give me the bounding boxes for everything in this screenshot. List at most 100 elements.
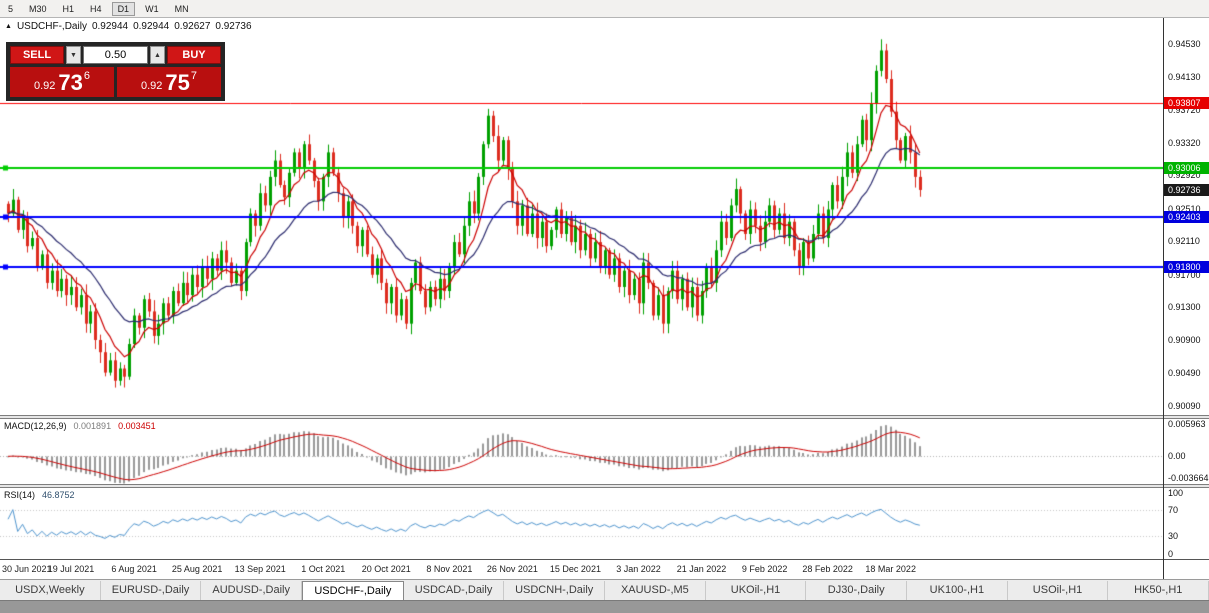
price-tag: 0.91800 xyxy=(1164,260,1209,273)
macd-tick-label: 0.005963 xyxy=(1168,419,1206,429)
date-label: 25 Aug 2021 xyxy=(171,564,223,574)
rsi-panel: RSI(14) 46.8752 xyxy=(0,488,1163,559)
date-axis[interactable]: 30 Jun 2021 19 Jul 2021 6 Aug 2021 25 Aug 2… xyxy=(0,559,1163,579)
macd-tick-label: -0.003664 xyxy=(1168,473,1209,484)
trade-prices-row: 0.92 73 6 0.92 75 7 xyxy=(10,67,221,97)
date-label: 9 Feb 2022 xyxy=(741,564,788,574)
price-tag: 0.93006 xyxy=(1164,162,1209,175)
sell-price-big: 73 xyxy=(58,70,83,95)
tab-xauusd-m5[interactable]: XAUUSD-,M5 xyxy=(605,581,706,600)
ohlc-high: 0.92944 xyxy=(133,21,170,32)
price-tag: 0.92736 xyxy=(1164,184,1209,197)
date-label: 15 Dec 2021 xyxy=(549,564,601,574)
ohlc-close: 0.92736 xyxy=(215,21,252,32)
sell-button[interactable]: SELL xyxy=(10,46,64,64)
price-tick-label: 0.90490 xyxy=(1168,368,1201,379)
rsi-tick-label: 70 xyxy=(1168,504,1179,515)
ohlc-low: 0.92627 xyxy=(174,21,211,32)
date-label: 28 Feb 2022 xyxy=(802,564,853,574)
rsi-tick-label: 0 xyxy=(1168,549,1174,559)
timeframe-button-5[interactable]: 5 xyxy=(8,3,14,14)
chart-workspace: ▲ USDCHF-,Daily 0.92944 0.92944 0.92627 … xyxy=(0,18,1209,579)
macd-tick-label: 0.00 xyxy=(1168,451,1186,462)
date-label: 18 Mar 2022 xyxy=(865,564,916,574)
tab-usdx-weekly[interactable]: USDX,Weekly xyxy=(0,581,101,600)
macd-value-signal: 0.003451 xyxy=(118,421,156,431)
timeframe-button-m30[interactable]: M30 xyxy=(29,3,47,14)
chart-title: ▲ USDCHF-,Daily 0.92944 0.92944 0.92627 … xyxy=(5,21,252,32)
price-axis[interactable]: 0.94530 0.94130 0.93720 0.93320 0.92920 0.925… xyxy=(1163,18,1209,579)
axis-splitter xyxy=(1164,415,1209,419)
price-axis-main: 0.94530 0.94130 0.93720 0.93320 0.92920 0.925… xyxy=(1164,18,1209,415)
price-tick-label: 0.91700 xyxy=(1168,269,1201,280)
rsi-tick-label: 100 xyxy=(1168,488,1184,498)
tab-usoil-h1[interactable]: USOil-,H1 xyxy=(1008,581,1109,600)
date-label: 13 Sep 2021 xyxy=(234,564,286,574)
date-label: 19 Jul 2021 xyxy=(47,564,95,574)
panel-splitter[interactable] xyxy=(0,415,1163,419)
price-tag: 0.92403 xyxy=(1164,211,1209,224)
buy-price-pip: 7 xyxy=(190,70,198,82)
axis-splitter xyxy=(1164,484,1209,488)
macd-value-main: 0.001891 xyxy=(73,421,112,431)
tab-ukoil-h1[interactable]: UKOil-,H1 xyxy=(706,581,807,600)
timeframe-button-d1[interactable]: D1 xyxy=(111,1,136,16)
collapse-arrow-icon[interactable]: ▲ xyxy=(5,22,12,30)
buy-price-big: 75 xyxy=(165,70,190,95)
price-tag: 0.93807 xyxy=(1164,96,1209,109)
status-bar xyxy=(0,600,1209,613)
rsi-tick-label: 30 xyxy=(1168,530,1179,541)
date-label: 26 Nov 2021 xyxy=(486,564,538,574)
tab-hk50-h1[interactable]: HK50-,H1 xyxy=(1108,581,1209,600)
date-label: 21 Jan 2022 xyxy=(676,564,727,574)
tab-usdcad-daily[interactable]: USDCAD-,Daily xyxy=(404,581,505,600)
trade-controls-row: SELL ▼ ▲ BUY xyxy=(10,46,221,64)
timeframe-button-mn[interactable]: MN xyxy=(174,3,189,14)
price-tick-label: 0.90900 xyxy=(1168,334,1201,345)
price-tick-label: 0.93320 xyxy=(1168,137,1201,148)
date-label: 3 Jan 2022 xyxy=(616,564,661,574)
tab-eurusd-daily[interactable]: EURUSD-,Daily xyxy=(101,581,202,600)
tab-usdchf-daily[interactable]: USDCHF-,Daily xyxy=(302,581,404,600)
timeframe-button-h1[interactable]: H1 xyxy=(62,3,75,14)
charts-column: ▲ USDCHF-,Daily 0.92944 0.92944 0.92627 … xyxy=(0,18,1163,579)
rsi-label: RSI(14) 46.8752 xyxy=(4,490,75,500)
rsi-name: RSI(14) xyxy=(4,490,36,500)
date-label: 30 Jun 2021 xyxy=(2,564,52,574)
chart-symbol-label: USDCHF-,Daily xyxy=(16,21,87,32)
price-tick-label: 0.93720 xyxy=(1168,104,1201,115)
date-label: 6 Aug 2021 xyxy=(111,564,157,574)
date-label: 20 Oct 2021 xyxy=(361,564,411,574)
tab-usdcnh-daily[interactable]: USDCNH-,Daily xyxy=(504,581,606,600)
lot-size-input[interactable] xyxy=(83,46,148,64)
macd-canvas[interactable] xyxy=(0,419,1163,484)
timeframe-toolbar: 5 M30 H1 H4 D1 W1 MN xyxy=(0,0,1209,18)
tab-audusd-daily[interactable]: AUDUSD-,Daily xyxy=(201,581,303,600)
lot-decrease-button[interactable]: ▼ xyxy=(66,46,81,64)
sell-price-display[interactable]: 0.92 73 6 xyxy=(10,67,114,97)
sell-price-prefix: 0.92 xyxy=(33,80,56,92)
buy-price-prefix: 0.92 xyxy=(140,80,163,92)
buy-price-display[interactable]: 0.92 75 7 xyxy=(117,67,221,97)
timeframe-button-h4[interactable]: H4 xyxy=(90,3,102,14)
date-label: 8 Nov 2021 xyxy=(426,564,473,574)
price-axis-rsi: 100 70 30 0 xyxy=(1164,488,1209,559)
lot-increase-button[interactable]: ▲ xyxy=(150,46,165,64)
macd-label: MACD(12,26,9) 0.001891 0.003451 xyxy=(4,421,156,431)
panel-splitter[interactable] xyxy=(0,484,1163,488)
buy-button[interactable]: BUY xyxy=(167,46,221,64)
price-tick-label: 0.94130 xyxy=(1168,71,1201,82)
price-tick-label: 0.90090 xyxy=(1168,401,1201,412)
price-tick-label: 0.91300 xyxy=(1168,302,1201,313)
one-click-trading-panel: SELL ▼ ▲ BUY 0.92 73 6 0.92 xyxy=(6,42,225,101)
chart-tab-bar: USDX,Weekly EURUSD-,Daily AUDUSD-,Daily USD… xyxy=(0,579,1209,600)
timeframe-button-w1[interactable]: W1 xyxy=(145,3,159,14)
price-tick-label: 0.92510 xyxy=(1168,203,1201,214)
tab-uk100-h1[interactable]: UK100-,H1 xyxy=(907,581,1008,600)
macd-name: MACD(12,26,9) xyxy=(4,421,67,431)
price-axis-macd: 0.005963 0.00 -0.003664 xyxy=(1164,419,1209,484)
sell-price-pip: 6 xyxy=(83,70,91,82)
tab-dj30-daily[interactable]: DJ30-,Daily xyxy=(806,581,908,600)
rsi-canvas[interactable] xyxy=(0,488,1163,559)
ohlc-open: 0.92944 xyxy=(91,21,129,32)
